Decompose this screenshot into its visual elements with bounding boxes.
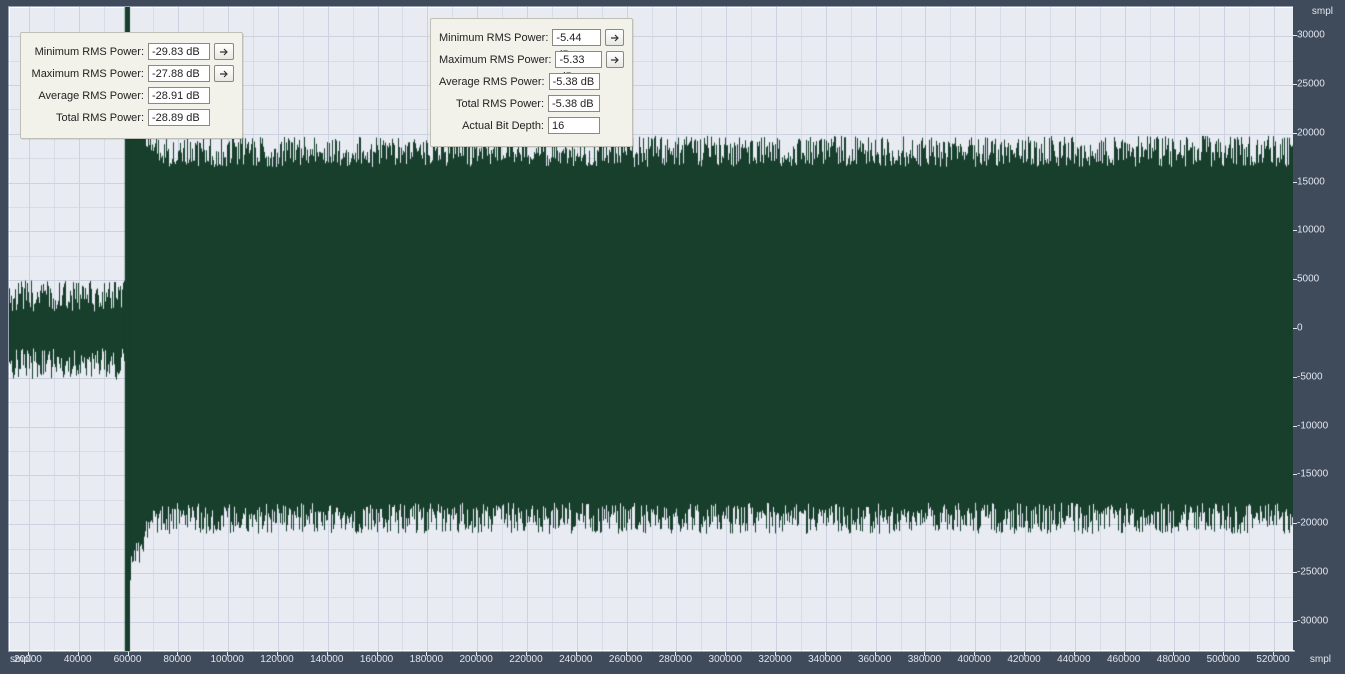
x-tick-label: 360000 (858, 654, 891, 665)
min-rms-value: -5.44 dB (552, 29, 601, 46)
x-tick-label: 180000 (410, 654, 443, 665)
x-tick-label: 500000 (1207, 654, 1240, 665)
y-tick-label: -15000 (1297, 469, 1328, 480)
x-tick-label: 420000 (1007, 654, 1040, 665)
x-tick-label: 120000 (260, 654, 293, 665)
goto-max-rms-button[interactable] (214, 65, 234, 82)
x-tick-label: 100000 (210, 654, 243, 665)
y-tick-label: -10000 (1297, 420, 1328, 431)
stat-label: Minimum RMS Power: (439, 32, 552, 44)
avg-rms-value: -28.91 dB (148, 87, 210, 104)
stat-row: Minimum RMS Power: -5.44 dB (439, 28, 624, 47)
stat-row: Total RMS Power: -28.89 dB (29, 108, 234, 127)
stat-row: Average RMS Power: -5.38 dB (439, 72, 624, 91)
avg-rms-value: -5.38 dB (549, 73, 600, 90)
x-tick-label: 440000 (1057, 654, 1090, 665)
x-tick-label: 460000 (1107, 654, 1140, 665)
stat-row: Actual Bit Depth: 16 (439, 116, 624, 135)
x-tick-label: 220000 (509, 654, 542, 665)
stat-label: Total RMS Power: (456, 98, 548, 110)
x-tick-label: 80000 (163, 654, 191, 665)
stat-label: Maximum RMS Power: (439, 54, 555, 66)
stat-label: Actual Bit Depth: (462, 120, 548, 132)
y-tick-label: 5000 (1297, 274, 1319, 285)
y-tick-label: 25000 (1297, 79, 1325, 90)
x-tick-label: 380000 (908, 654, 941, 665)
x-tick-label: 140000 (310, 654, 343, 665)
x-tick-label: 520000 (1256, 654, 1289, 665)
y-tick-label: 15000 (1297, 176, 1325, 187)
app-window: smpl 30000 25000 20000 15000 10000 5000 0 -5000… (0, 0, 1345, 674)
stat-row: Maximum RMS Power: -5.33 dB (439, 50, 624, 69)
x-axis-ruler: smpl smpl 200004000060000800001000001200… (8, 652, 1337, 670)
stat-row: Average RMS Power: -28.91 dB (29, 86, 234, 105)
min-rms-value: -29.83 dB (148, 43, 210, 60)
x-tick-label: 280000 (659, 654, 692, 665)
x-axis-unit-right: smpl (1310, 654, 1331, 665)
x-tick-label: 260000 (609, 654, 642, 665)
stat-label: Average RMS Power: (38, 90, 148, 102)
x-tick-label: 320000 (758, 654, 791, 665)
y-tick-label: -30000 (1297, 615, 1328, 626)
rms-stats-panel-left: Minimum RMS Power: -29.83 dB Maximum RMS… (20, 32, 243, 139)
x-tick-label: 20000 (14, 654, 42, 665)
y-tick-label: -5000 (1297, 371, 1323, 382)
y-tick-label: 10000 (1297, 225, 1325, 236)
bit-depth-value: 16 (548, 117, 600, 134)
x-tick-label: 200000 (459, 654, 492, 665)
stat-row: Total RMS Power: -5.38 dB (439, 94, 624, 113)
y-tick-label: 30000 (1297, 30, 1325, 41)
stat-row: Maximum RMS Power: -27.88 dB (29, 64, 234, 83)
stat-label: Maximum RMS Power: (32, 68, 148, 80)
stat-label: Total RMS Power: (56, 112, 148, 124)
goto-min-rms-button[interactable] (214, 43, 234, 60)
stat-row: Minimum RMS Power: -29.83 dB (29, 42, 234, 61)
stat-label: Minimum RMS Power: (35, 46, 148, 58)
rms-stats-panel-right: Minimum RMS Power: -5.44 dB Maximum RMS … (430, 18, 633, 147)
y-tick-label: -20000 (1297, 518, 1328, 529)
max-rms-value: -5.33 dB (555, 51, 602, 68)
x-tick-label: 480000 (1157, 654, 1190, 665)
goto-min-rms-button[interactable] (605, 29, 624, 46)
total-rms-value: -5.38 dB (548, 95, 600, 112)
x-tick-label: 340000 (808, 654, 841, 665)
max-rms-value: -27.88 dB (148, 65, 210, 82)
y-axis-ruler: smpl 30000 25000 20000 15000 10000 5000 0 -5000… (1293, 6, 1337, 650)
x-tick-label: 60000 (114, 654, 142, 665)
y-axis-unit-label: smpl (1312, 6, 1333, 17)
total-rms-value: -28.89 dB (148, 109, 210, 126)
x-tick-label: 240000 (559, 654, 592, 665)
y-tick-label: -25000 (1297, 566, 1328, 577)
y-tick-label: 0 (1297, 323, 1303, 334)
y-tick-label: 20000 (1297, 127, 1325, 138)
x-tick-label: 160000 (360, 654, 393, 665)
goto-max-rms-button[interactable] (606, 51, 624, 68)
x-tick-label: 40000 (64, 654, 92, 665)
x-tick-label: 300000 (709, 654, 742, 665)
x-tick-label: 400000 (958, 654, 991, 665)
stat-label: Average RMS Power: (439, 76, 549, 88)
